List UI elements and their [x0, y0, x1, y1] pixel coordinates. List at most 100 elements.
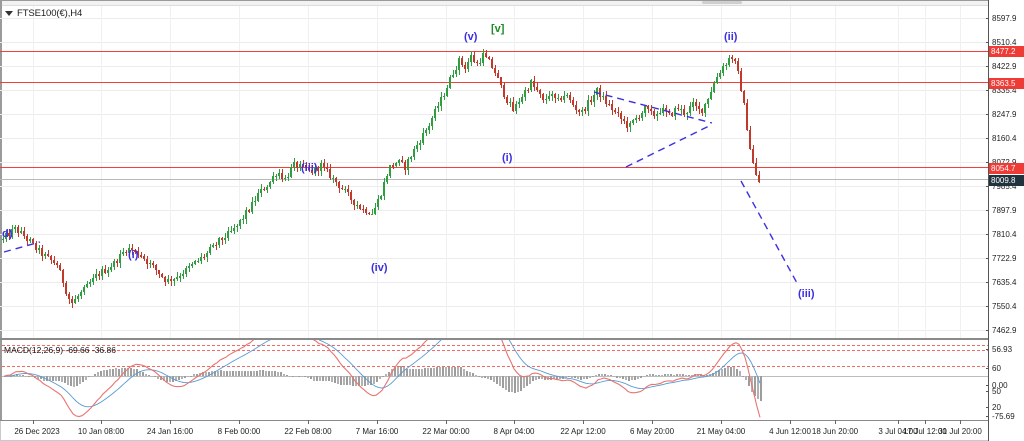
candle-body	[281, 173, 283, 179]
price-level-line[interactable]	[0, 50, 988, 52]
candle-body	[572, 99, 574, 106]
candle-wick	[179, 273, 181, 283]
candle-body	[389, 165, 391, 177]
candle-body	[530, 80, 532, 91]
time-gridline	[835, 6, 836, 338]
candle	[494, 65, 496, 77]
macd-histogram-bar	[445, 367, 447, 377]
candle-wick	[20, 226, 22, 235]
candle-body	[560, 97, 562, 101]
macd-histogram-bar	[82, 376, 84, 383]
candle-body	[362, 208, 364, 210]
candle-body	[713, 83, 715, 92]
macd-histogram-bar	[580, 376, 582, 380]
horizontal-scrollbar[interactable]	[2, 0, 988, 6]
candle	[698, 101, 700, 114]
time-axis-tick	[721, 420, 722, 424]
candle	[527, 88, 529, 93]
candle	[479, 57, 481, 67]
macd-histogram-bar	[559, 376, 561, 379]
candle	[257, 189, 259, 203]
candle-body	[386, 176, 388, 183]
macd-histogram-bar	[487, 376, 489, 380]
candle	[254, 196, 256, 206]
time-axis-tick	[835, 420, 836, 424]
candle-body	[659, 112, 661, 114]
macd-histogram-bar	[442, 366, 444, 377]
candle	[233, 224, 235, 235]
price-level-line[interactable]	[0, 82, 988, 83]
candle	[431, 115, 433, 130]
candle-body	[371, 213, 373, 215]
candle	[98, 271, 100, 281]
price-gridline	[0, 162, 988, 163]
candle-wick	[215, 242, 217, 251]
candle	[590, 96, 592, 105]
macd-histogram-bar	[739, 371, 741, 377]
candle-body	[143, 256, 145, 259]
scrollbar-thumb[interactable]	[702, 1, 742, 4]
candle-body	[110, 267, 112, 270]
candle-body	[653, 111, 655, 117]
macd-histogram-bar	[634, 376, 636, 380]
candle-body	[95, 274, 97, 278]
macd-lines	[3, 340, 761, 418]
candle-wick	[371, 209, 373, 216]
macd-histogram-bar	[223, 370, 225, 377]
price-gridline	[0, 89, 988, 91]
candle-body	[167, 278, 169, 282]
macd-histogram-bar	[247, 370, 249, 377]
candle	[578, 108, 580, 117]
candle-body	[758, 174, 760, 183]
candle	[650, 105, 652, 116]
candle	[560, 96, 562, 103]
macd-histogram-bar	[316, 376, 318, 381]
price-axis[interactable]: 8597.98510.48422.98335.48247.98160.48072…	[986, 0, 1024, 441]
macd-histogram-bar	[382, 376, 384, 378]
candle	[638, 114, 640, 121]
candle	[740, 67, 742, 93]
macd-histogram-bar	[331, 376, 333, 383]
candle	[512, 96, 514, 113]
time-axis-tick	[925, 420, 926, 424]
price-level-line[interactable]	[0, 179, 988, 181]
candle-body	[302, 163, 304, 165]
candle-body	[578, 109, 580, 113]
candle	[359, 203, 361, 210]
candle-body	[554, 94, 556, 99]
macd-histogram-bar	[637, 376, 639, 379]
candle	[713, 80, 715, 94]
price-gridline	[0, 329, 988, 331]
macd-histogram-bar	[328, 376, 330, 381]
macd-histogram-bar	[469, 372, 471, 377]
candle	[200, 253, 202, 264]
price-gridline	[0, 234, 988, 236]
chevron-down-icon[interactable]	[5, 10, 13, 16]
candle	[593, 90, 595, 107]
candle	[143, 254, 145, 262]
symbol-header[interactable]: FTSE100(€),H4	[5, 7, 82, 19]
price-level-line[interactable]	[0, 167, 988, 168]
candle-body	[83, 287, 85, 293]
candle-body	[227, 230, 229, 239]
candle-body	[170, 278, 172, 282]
candle	[380, 195, 382, 201]
candle-body	[350, 192, 352, 200]
candle	[362, 205, 364, 213]
candle	[122, 247, 124, 257]
candle	[158, 269, 160, 278]
time-axis-label: 22 Feb 08:00	[284, 427, 332, 436]
candle	[671, 112, 673, 118]
candle	[194, 260, 196, 266]
time-gridline	[33, 6, 34, 338]
candle	[635, 114, 637, 124]
macd-histogram-bar	[667, 374, 669, 377]
candle	[419, 139, 421, 150]
candle-body	[155, 265, 157, 271]
candle	[53, 255, 55, 266]
time-axis-label: 26 Dec 2023	[14, 427, 60, 436]
candle	[563, 91, 565, 103]
macd-histogram-bar	[361, 376, 363, 387]
candle-body	[44, 253, 46, 257]
